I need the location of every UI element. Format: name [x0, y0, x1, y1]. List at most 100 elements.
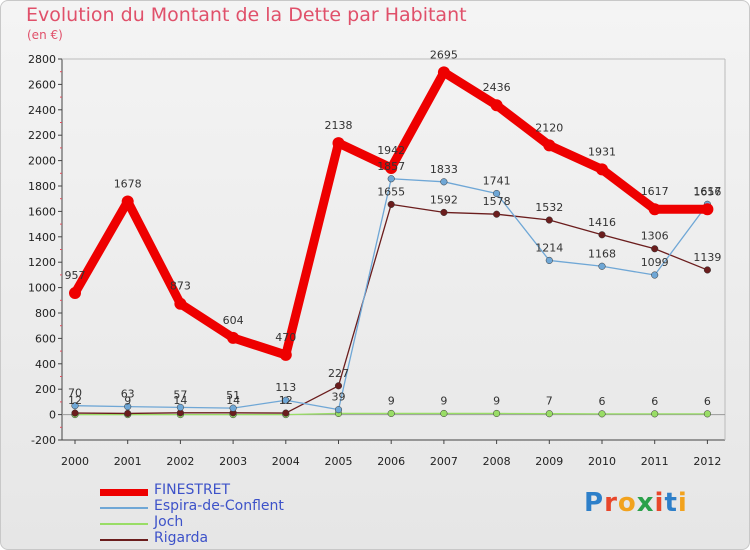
data-point: [332, 137, 345, 150]
data-label: 1532: [535, 201, 563, 214]
data-label: 12: [68, 394, 82, 407]
data-label: 6: [599, 395, 606, 408]
data-point: [493, 409, 501, 418]
data-point: [334, 382, 343, 390]
data-point: [703, 266, 711, 274]
legend-label: Espira-de-Conflent: [154, 498, 284, 514]
data-label: 470: [275, 331, 296, 344]
data-point: [545, 410, 553, 418]
x-tick-label: 2002: [166, 455, 194, 468]
x-tick-label: 2006: [377, 455, 405, 468]
data-label: 1741: [483, 174, 511, 187]
data-point: [703, 410, 711, 418]
data-label: 1931: [588, 145, 616, 158]
data-point: [229, 404, 237, 412]
y-tick-label: 2200: [28, 129, 56, 142]
series-line-rigarda: [74, 203, 709, 415]
data-point: [493, 189, 501, 198]
data-label: 1592: [430, 193, 458, 206]
x-tick-label: 2011: [641, 455, 669, 468]
data-point: [598, 262, 606, 270]
data-label: 6: [651, 395, 658, 408]
x-tick-label: 2000: [61, 455, 89, 468]
data-label: 70: [68, 387, 82, 400]
data-point: [596, 163, 608, 176]
data-label: 227: [328, 367, 349, 380]
logo-letter: o: [617, 488, 637, 518]
data-label: 1416: [588, 216, 616, 229]
data-label: 873: [170, 280, 191, 293]
data-point: [493, 210, 501, 218]
data-point: [124, 409, 132, 418]
legend-swatch: [100, 507, 148, 509]
data-label: 1833: [430, 163, 458, 176]
data-point: [176, 403, 184, 411]
data-point: [71, 409, 79, 417]
data-label: 1578: [483, 195, 511, 208]
x-tick-label: 2012: [693, 455, 721, 468]
x-tick-label: 2007: [430, 455, 458, 468]
data-point: [282, 396, 290, 404]
data-point: [440, 178, 448, 186]
data-point: [651, 271, 659, 279]
data-labels: 9571678873604470213819422695243621201931…: [65, 48, 722, 408]
legend-swatch: [100, 539, 148, 541]
data-label: 1214: [535, 241, 563, 254]
x-tick-label: 2001: [114, 455, 142, 468]
x-tick-label: 2010: [588, 455, 616, 468]
data-point: [387, 200, 395, 208]
data-label: 604: [223, 314, 244, 327]
data-point: [227, 331, 240, 344]
data-label: 12: [279, 394, 293, 407]
legend-label: FINESTRET: [154, 482, 231, 498]
data-point: [598, 231, 606, 239]
data-label: 6: [704, 395, 711, 408]
data-point: [334, 406, 343, 414]
proxiti-logo: Proxiti: [584, 488, 688, 518]
data-label: 14: [226, 394, 240, 407]
data-point: [174, 297, 187, 310]
data-label: 39: [332, 391, 346, 404]
data-point: [121, 195, 134, 208]
legend-label: Rigarda: [154, 530, 209, 546]
y-tick-label: 1200: [28, 256, 56, 269]
data-point: [440, 208, 448, 216]
data-point: [490, 99, 503, 112]
data-point: [387, 409, 395, 418]
x-tick-label: 2005: [325, 455, 353, 468]
y-tick-label: 1400: [28, 231, 56, 244]
data-point: [651, 245, 659, 253]
legend-label: Joch: [154, 514, 184, 530]
data-label: 113: [275, 381, 296, 394]
data-label: 1655: [377, 185, 405, 198]
series-layer: [69, 66, 714, 419]
data-point: [543, 139, 556, 152]
data-label: 1678: [114, 177, 142, 190]
x-tick-label: 2009: [535, 455, 563, 468]
series-line-espira-de-conflent: [74, 178, 709, 411]
y-tick-label: 200: [35, 383, 56, 396]
data-label: 1942: [377, 144, 405, 157]
logo-letter: P: [584, 488, 605, 518]
data-label: 51: [226, 389, 240, 402]
data-label: 14: [173, 394, 187, 407]
data-point: [124, 403, 132, 411]
data-label: 2436: [483, 81, 511, 94]
data-label: 1617: [641, 185, 669, 198]
legend-swatch: [100, 489, 148, 496]
data-point: [598, 410, 606, 418]
data-label: 63: [121, 388, 135, 401]
y-tick-label: 2800: [28, 53, 56, 66]
data-label: 2695: [430, 48, 458, 61]
data-label: 9: [440, 394, 447, 407]
data-point: [651, 410, 659, 418]
data-point: [279, 348, 292, 361]
chart-axes: -200 0 200 400 600 800 1000 1200 1400 1600 1800 200…: [28, 53, 726, 468]
y-tick-label: 2400: [28, 104, 56, 117]
data-label: 9: [388, 394, 395, 407]
data-label: 1857: [377, 160, 405, 173]
data-point: [648, 203, 661, 216]
chart-title: Evolution du Montant de la Dette par Hab…: [26, 4, 467, 26]
data-point: [440, 409, 448, 418]
